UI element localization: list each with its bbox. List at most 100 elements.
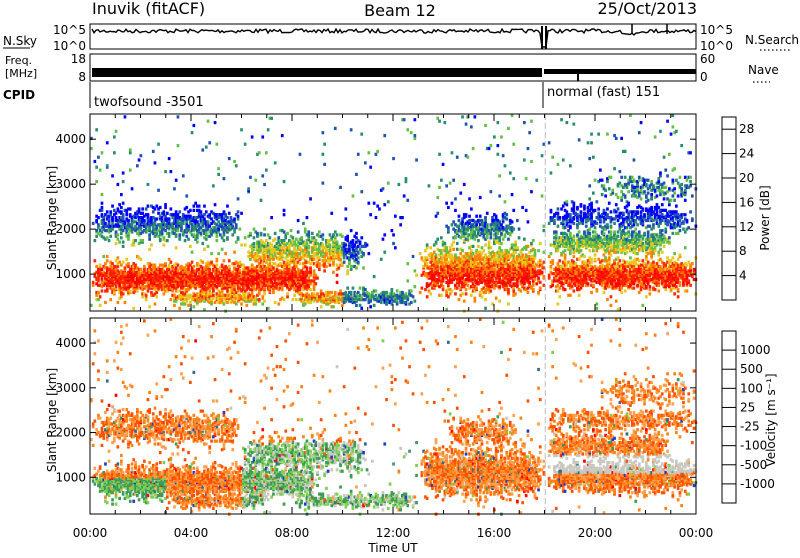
power-echo-cell [525, 177, 528, 180]
power-echo-cell [375, 289, 378, 292]
power-echo-cell [498, 220, 501, 223]
power-echo-cell [406, 199, 409, 202]
power-echo-cell [97, 156, 100, 159]
power-echo-cell [500, 242, 503, 245]
power-echo-cell [106, 255, 109, 258]
power-echo-cell [514, 243, 517, 246]
power-echo-cell [261, 174, 264, 177]
power-echo-cell [281, 134, 284, 137]
power-echo-cell [495, 297, 498, 300]
power-echo-cell [470, 294, 473, 297]
power-echo-cell [101, 289, 104, 292]
power-echo-cell [193, 265, 196, 268]
power-echo-cell [111, 262, 114, 265]
power-echo-cell [111, 222, 114, 225]
power-echo-cell [481, 246, 484, 249]
power-echo-cell [240, 302, 243, 305]
power-echo-cell [470, 125, 473, 128]
power-echo-cell [159, 206, 162, 209]
power-echo-cell [504, 200, 507, 203]
power-echo-cell [352, 287, 355, 290]
power-echo-cell [512, 289, 515, 292]
power-echo-cell [444, 242, 447, 245]
power-echo-cell [115, 259, 118, 262]
power-echo-cell [251, 291, 254, 294]
power-echo-cell [332, 233, 335, 236]
power-echo-cell [184, 292, 187, 295]
power-echo-cell [498, 239, 501, 242]
power-echo-cell [293, 268, 296, 271]
power-echo-cell [440, 294, 443, 297]
power-echo-cell [509, 274, 512, 277]
power-echo-cell [148, 233, 151, 236]
power-echo-cell [338, 266, 341, 269]
power-echo-cell [101, 202, 104, 205]
power-echo-cell [129, 213, 132, 216]
power-echo-cell [286, 295, 289, 298]
power-echo-cell [141, 207, 144, 210]
power-echo-cell [512, 177, 515, 180]
power-echo-cell [134, 225, 137, 228]
power-echo-cell [92, 222, 95, 225]
power-echo-cell [484, 298, 487, 301]
power-echo-cell [500, 223, 503, 226]
power-echo-cell [360, 307, 363, 310]
power-echo-cell [185, 235, 188, 238]
power-echo-cell [406, 279, 409, 282]
power-echo-cell [405, 177, 408, 180]
power-echo-cell [125, 212, 128, 215]
power-echo-cell [477, 245, 480, 248]
power-echo-cell [336, 233, 339, 236]
power-echo-cell [198, 223, 201, 226]
power-echo-cell [286, 292, 289, 295]
power-echo-cell [518, 253, 521, 256]
power-echo-cell [217, 252, 220, 255]
power-echo-cell [309, 266, 312, 269]
power-echo-cell [125, 258, 128, 261]
power-echo-cell [246, 304, 249, 307]
power-echo-cell [95, 219, 98, 222]
power-echo-cell [237, 215, 240, 218]
power-echo-cell [214, 121, 217, 124]
power-echo-cell [117, 265, 120, 268]
power-echo-cell [357, 251, 360, 254]
noise-sky-trace [92, 29, 696, 47]
power-echo-cell [484, 307, 487, 310]
power-echo-cell [97, 279, 100, 282]
power-echo-cell [315, 274, 318, 277]
power-echo-cell [440, 179, 443, 182]
power-echo-cell [170, 207, 173, 210]
power-echo-cell [164, 203, 167, 206]
power-echo-cell [463, 183, 466, 186]
power-echo-cell [154, 207, 157, 210]
power-echo-cell [341, 304, 344, 307]
power-echo-cell [132, 243, 135, 246]
power-echo-cell [320, 305, 323, 308]
power-echo-cell [148, 226, 151, 229]
power-echo-cell [322, 131, 325, 134]
power-echo-cell [111, 174, 114, 177]
power-echo-cell [189, 301, 192, 304]
power-echo-cell [334, 236, 337, 239]
power-echo-cell [178, 233, 181, 236]
power-echo-cell [191, 261, 194, 264]
power-echo-cell [214, 203, 217, 206]
power-echo-cell [265, 151, 268, 154]
power-echo-cell [95, 235, 98, 238]
power-echo-cell [355, 304, 358, 307]
power-echo-cell [323, 269, 326, 272]
power-echo-cell [419, 252, 422, 255]
power-echo-cell [313, 279, 316, 282]
power-echo-cell [92, 281, 95, 284]
power-echo-cell [300, 236, 303, 239]
power-echo-cell [274, 232, 277, 235]
power-echo-cell [482, 235, 485, 238]
power-echo-cell [355, 236, 358, 239]
power-echo-cell [184, 302, 187, 305]
power-echo-cell [95, 128, 98, 131]
power-echo-cell [109, 213, 112, 216]
power-echo-cell [136, 289, 139, 292]
power-echo-cell [364, 298, 367, 301]
power-echo-cell [270, 216, 273, 219]
